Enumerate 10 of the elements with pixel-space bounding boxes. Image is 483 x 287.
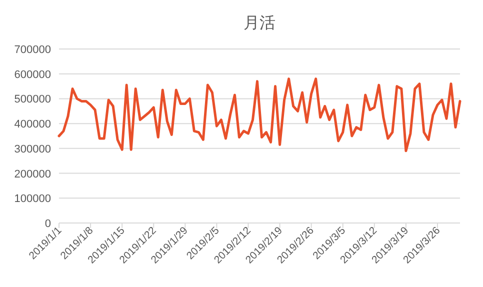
y-tick-label: 500000	[14, 94, 51, 106]
y-tick-label: 0	[44, 218, 51, 230]
y-tick-label: 200000	[14, 168, 51, 180]
y-tick-label: 700000	[14, 44, 51, 56]
line-series	[58, 78, 462, 152]
y-tick-label: 600000	[14, 68, 51, 81]
y-tick-label: 100000	[14, 193, 51, 206]
y-tick-label: 300000	[14, 143, 51, 156]
y-tick-label: 400000	[14, 118, 51, 131]
chart-title: 月活	[244, 15, 276, 32]
